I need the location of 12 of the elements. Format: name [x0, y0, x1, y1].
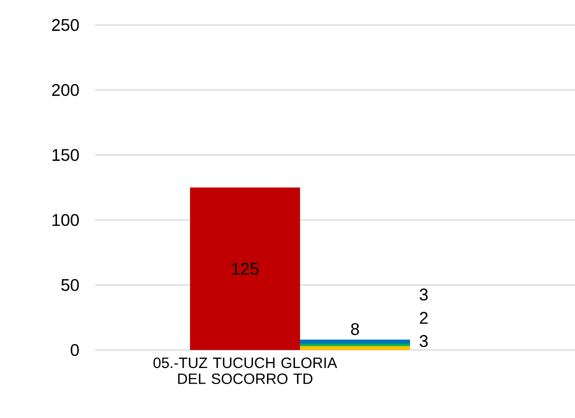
y-tick-label: 250	[52, 19, 79, 31]
data-label: 3	[420, 335, 428, 348]
data-label: 125	[232, 262, 258, 275]
y-tick-label: 0	[70, 344, 79, 356]
y-tick-label: 100	[52, 214, 79, 226]
y-tick-label: 50	[61, 279, 79, 291]
x-tick-label: 05.-TUZ TUCUCH GLORIA DEL SOCORRO TD	[153, 358, 338, 384]
total-label: 8	[351, 323, 360, 336]
data-label: 2	[420, 312, 428, 324]
y-tick-label: 200	[52, 84, 79, 96]
y-tick-label: 150	[52, 149, 79, 161]
data-label: 3	[420, 288, 428, 301]
